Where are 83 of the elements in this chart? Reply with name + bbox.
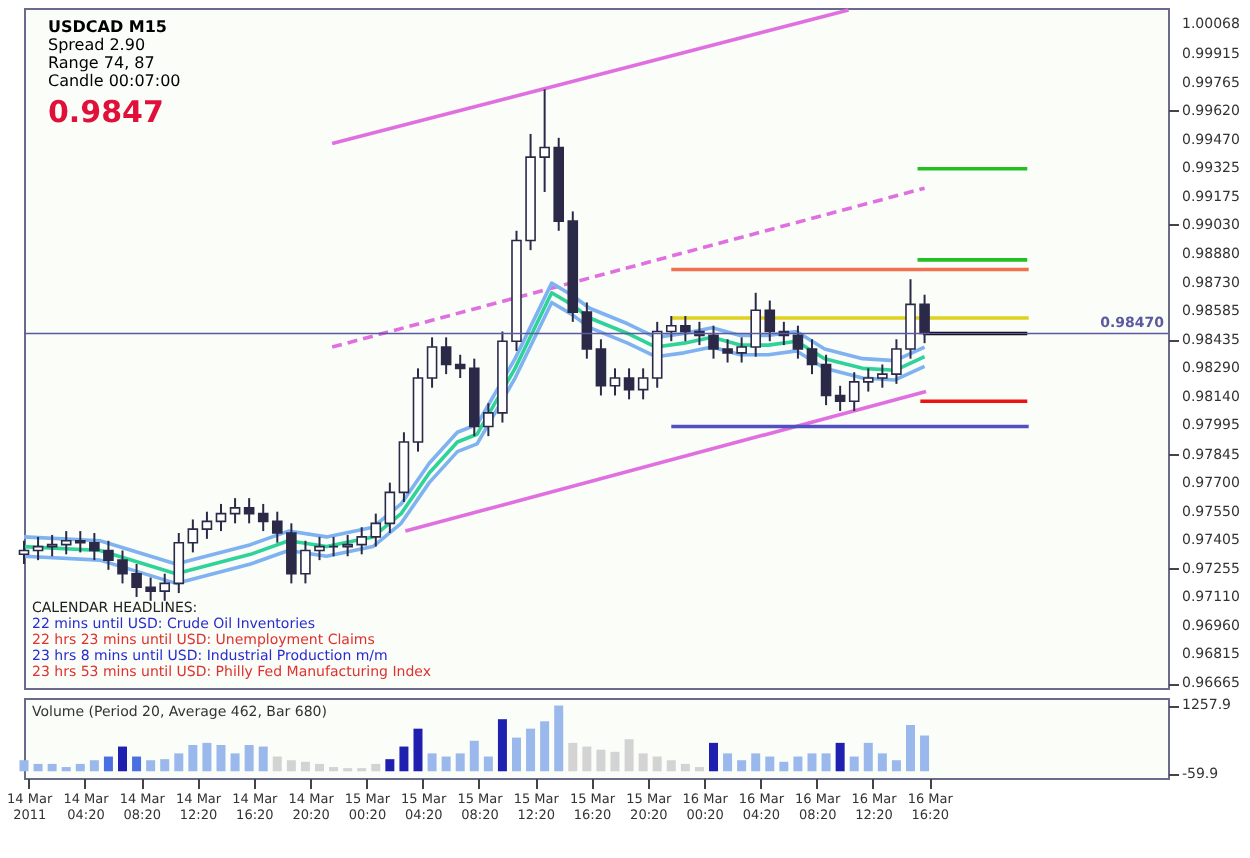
bar [666, 760, 676, 772]
bar [751, 753, 761, 772]
candlestick [834, 384, 846, 412]
bar [89, 760, 99, 772]
bar [258, 746, 268, 772]
annotation: 0.9847 [48, 94, 164, 130]
bar [132, 756, 142, 772]
bar [793, 756, 803, 772]
bar [835, 742, 845, 772]
candlestick [426, 336, 438, 389]
bar [385, 759, 395, 772]
candlestick [820, 353, 832, 407]
bar [103, 756, 113, 772]
candlestick [609, 367, 621, 397]
bar [216, 744, 226, 772]
bar [188, 744, 198, 772]
bar [146, 760, 156, 772]
candlestick [440, 336, 452, 376]
bar [708, 742, 718, 772]
bar [526, 728, 536, 772]
bar [877, 753, 887, 772]
bar [399, 746, 409, 772]
bar [118, 746, 127, 772]
candlestick [201, 510, 213, 540]
bar [624, 739, 634, 772]
bar [286, 760, 296, 772]
candlestick [229, 497, 241, 525]
bar [765, 756, 775, 772]
bar [511, 737, 521, 772]
candlestick [792, 324, 804, 360]
bar [737, 760, 747, 772]
bar [891, 760, 901, 772]
bar [680, 763, 690, 772]
bar [33, 763, 43, 772]
candlestick [806, 338, 818, 376]
bar [723, 753, 733, 772]
bar [596, 749, 606, 772]
bar [905, 724, 915, 772]
bar [483, 756, 493, 772]
bar [174, 753, 184, 772]
candlestick [595, 338, 607, 397]
bar [497, 719, 507, 772]
annotation: Spread 2.90 [48, 36, 146, 54]
bar [807, 753, 817, 772]
annotation: Candle 00:07:00 [48, 72, 181, 90]
candlestick [581, 301, 593, 360]
bar [779, 761, 789, 772]
bar [554, 705, 564, 772]
bar [821, 753, 831, 772]
bar [455, 753, 465, 772]
bar [568, 742, 578, 772]
bar [427, 753, 437, 772]
bar [540, 721, 550, 772]
bar [638, 753, 648, 772]
bar [202, 742, 212, 772]
bar [315, 763, 324, 772]
candlestick [384, 481, 396, 535]
candlestick [243, 497, 255, 525]
annotation: Range 74, 87 [48, 54, 155, 72]
candlestick [187, 518, 199, 554]
bar [863, 742, 873, 772]
bar [920, 735, 930, 772]
bar [652, 756, 662, 772]
bar [160, 759, 170, 772]
bar [849, 756, 859, 772]
bar [230, 753, 240, 772]
bar [244, 744, 254, 772]
candlestick [637, 367, 649, 401]
candlestick [328, 535, 339, 558]
bar [413, 728, 423, 772]
annotation: USDCAD M15 [48, 18, 168, 36]
bar [272, 756, 282, 772]
bar [469, 740, 479, 772]
bar [300, 761, 310, 772]
bar [441, 756, 451, 772]
bar [610, 751, 620, 772]
candlestick [623, 367, 635, 401]
bar [371, 763, 381, 772]
candlestick [215, 502, 227, 533]
bar [19, 760, 29, 772]
bar [47, 763, 57, 772]
bar [582, 746, 592, 772]
bar [75, 763, 85, 772]
